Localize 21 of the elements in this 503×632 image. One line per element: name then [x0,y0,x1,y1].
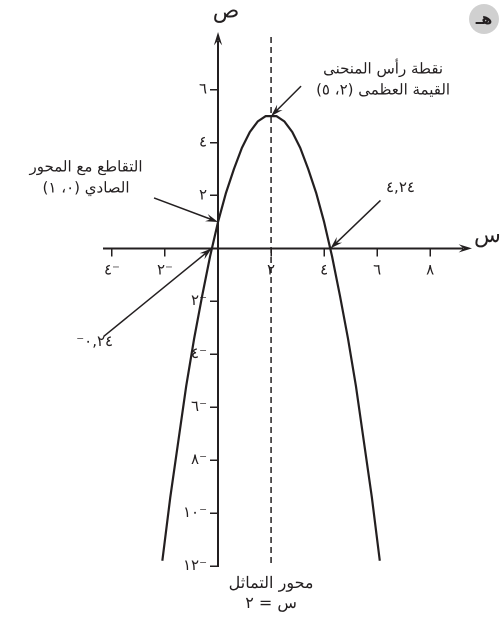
chart-title: هـ [469,4,499,34]
x-tick-label: ٦ [373,260,382,278]
x-tick-label: ٨ [426,260,434,278]
x-tick-label: ٢⁻ [157,260,173,278]
annotation: ٤,٢٤ [386,178,415,196]
ref-line-label: محور التماثل س = ٢ [228,573,314,612]
y-tick-label: ٦ [198,80,208,98]
y-axis-title: ص [212,0,240,24]
annotation: نقطة رأس المنحنى القيمة العظمى (٢، ٥) [316,58,450,98]
x-axis-title: س [474,223,501,248]
y-tick-label: ٢ [198,185,208,204]
x-tick-label: ٤ [320,260,328,278]
annotation: ٠,٢٤⁻ [76,332,114,350]
x-tick-label: ٤⁻ [104,260,120,278]
y-tick-label: ١٠⁻ [182,502,208,521]
y-tick-label: ٦⁻ [191,397,208,416]
annotation: التقاطع مع المحور الصادي (٠، ١) [28,157,143,196]
y-tick-label: ٤ [198,132,208,150]
y-tick-label: ١٢⁻ [182,556,208,574]
y-tick-label: ٨⁻ [191,450,208,468]
y-tick-label: ٤⁻ [191,344,208,362]
